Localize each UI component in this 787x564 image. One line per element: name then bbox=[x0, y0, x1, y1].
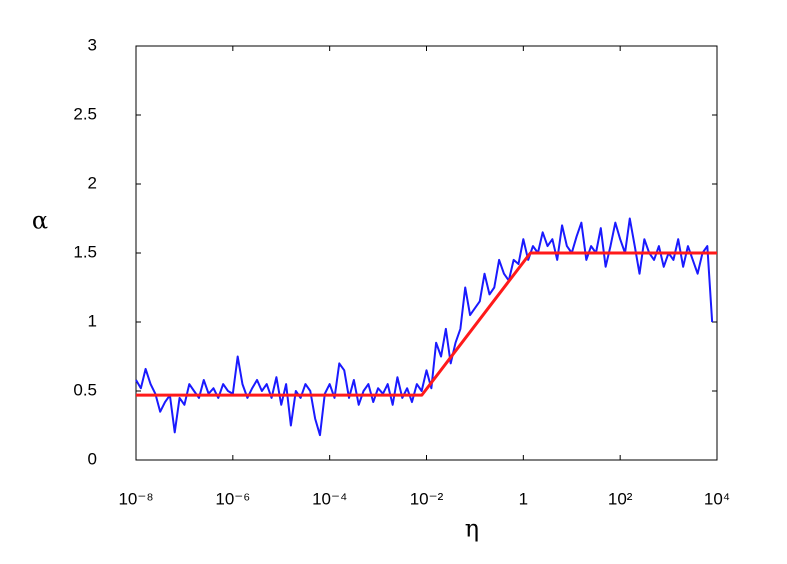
data-line bbox=[136, 251, 717, 397]
y-tick-label: 0.5 bbox=[73, 380, 97, 399]
y-axis-label: α bbox=[32, 207, 48, 235]
x-tick-label: 10⁻⁶ bbox=[215, 489, 250, 508]
y-tick-label: 2.5 bbox=[73, 104, 97, 123]
x-tick-label: 10⁻⁸ bbox=[118, 489, 153, 508]
x-tick-label: 10⁻² bbox=[410, 489, 444, 508]
x-tick-label: 10⁴ bbox=[704, 489, 730, 508]
y-tick-label: 0 bbox=[88, 449, 97, 468]
x-tick-label: 1 bbox=[519, 489, 528, 508]
x-axis-label: η bbox=[465, 515, 479, 543]
y-tick-label: 1 bbox=[88, 311, 97, 330]
y-tick-label: 2 bbox=[88, 173, 97, 192]
y-tick-label: 1.5 bbox=[73, 242, 97, 261]
data-line bbox=[135, 217, 714, 437]
x-tick-label: 10⁻⁴ bbox=[312, 489, 347, 508]
y-tick-label: 3 bbox=[88, 35, 97, 54]
x-tick-label: 10² bbox=[608, 489, 633, 508]
